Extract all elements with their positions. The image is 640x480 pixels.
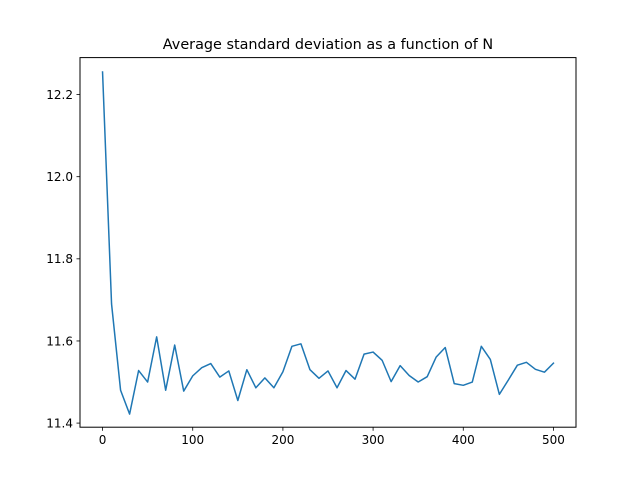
y-tick-label: 12.2: [46, 88, 73, 102]
y-tick-label: 11.8: [46, 252, 73, 266]
x-tick-label: 100: [181, 433, 204, 447]
x-tick-label: 0: [99, 433, 107, 447]
chart-title: Average standard deviation as a function…: [163, 37, 493, 53]
x-tick-label: 500: [542, 433, 565, 447]
y-axis-ticks: 11.4 11.6 11.8 12.0 12.2: [46, 88, 80, 430]
x-tick-label: 300: [362, 433, 385, 447]
x-axis-ticks: 0 100 200 300 400 500: [99, 427, 565, 447]
x-tick-label: 200: [271, 433, 294, 447]
y-tick-label: 12.0: [46, 170, 73, 184]
y-tick-label: 11.6: [46, 334, 73, 348]
series-line: [101, 71, 555, 415]
x-tick-label: 400: [452, 433, 475, 447]
plot-frame: [79, 57, 577, 428]
y-tick-label: 11.4: [46, 416, 73, 430]
